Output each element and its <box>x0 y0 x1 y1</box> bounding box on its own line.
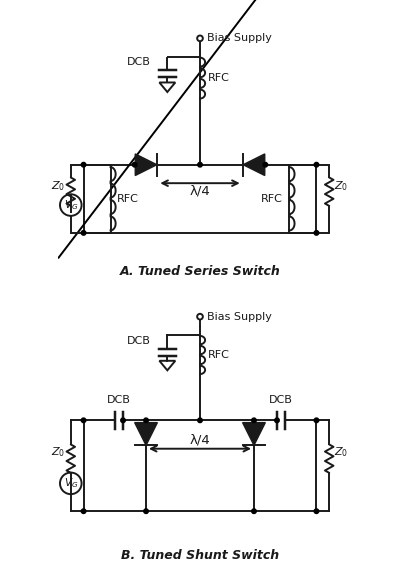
Text: λ/4: λ/4 <box>190 433 210 446</box>
Text: Bias Supply: Bias Supply <box>207 34 272 43</box>
Text: $Z_0$: $Z_0$ <box>334 445 348 460</box>
Circle shape <box>314 162 319 167</box>
Circle shape <box>81 418 86 423</box>
Circle shape <box>81 231 86 235</box>
Circle shape <box>198 418 202 423</box>
Text: RFC: RFC <box>208 350 230 360</box>
Text: RFC: RFC <box>208 73 230 83</box>
Polygon shape <box>135 154 157 176</box>
Text: λ/4: λ/4 <box>190 185 210 198</box>
Text: $Z_0$: $Z_0$ <box>52 445 66 460</box>
Text: RFC: RFC <box>261 194 283 204</box>
Circle shape <box>263 162 268 167</box>
Text: DCB: DCB <box>269 395 293 404</box>
Circle shape <box>314 509 319 513</box>
Circle shape <box>121 418 125 423</box>
Circle shape <box>144 509 148 513</box>
Text: $Z_0$: $Z_0$ <box>52 179 66 193</box>
Text: RFC: RFC <box>117 194 139 204</box>
Polygon shape <box>135 423 158 445</box>
Circle shape <box>275 418 279 423</box>
Polygon shape <box>243 154 265 176</box>
Circle shape <box>198 162 202 167</box>
Text: B. Tuned Shunt Switch: B. Tuned Shunt Switch <box>121 549 279 562</box>
Circle shape <box>81 162 86 167</box>
Text: Bias Supply: Bias Supply <box>207 312 272 321</box>
Text: DCB: DCB <box>126 336 150 346</box>
Circle shape <box>81 509 86 513</box>
Circle shape <box>132 162 137 167</box>
Text: $V_G$: $V_G$ <box>64 198 78 212</box>
Text: DCB: DCB <box>126 57 150 68</box>
Text: $Z_0$: $Z_0$ <box>334 179 348 193</box>
Circle shape <box>144 418 148 423</box>
Text: DCB: DCB <box>107 395 131 404</box>
Circle shape <box>314 418 319 423</box>
Polygon shape <box>242 423 265 445</box>
Text: $V_G$: $V_G$ <box>64 477 78 490</box>
Text: A. Tuned Series Switch: A. Tuned Series Switch <box>120 265 280 278</box>
Circle shape <box>252 418 256 423</box>
Circle shape <box>314 231 319 235</box>
Circle shape <box>252 509 256 513</box>
